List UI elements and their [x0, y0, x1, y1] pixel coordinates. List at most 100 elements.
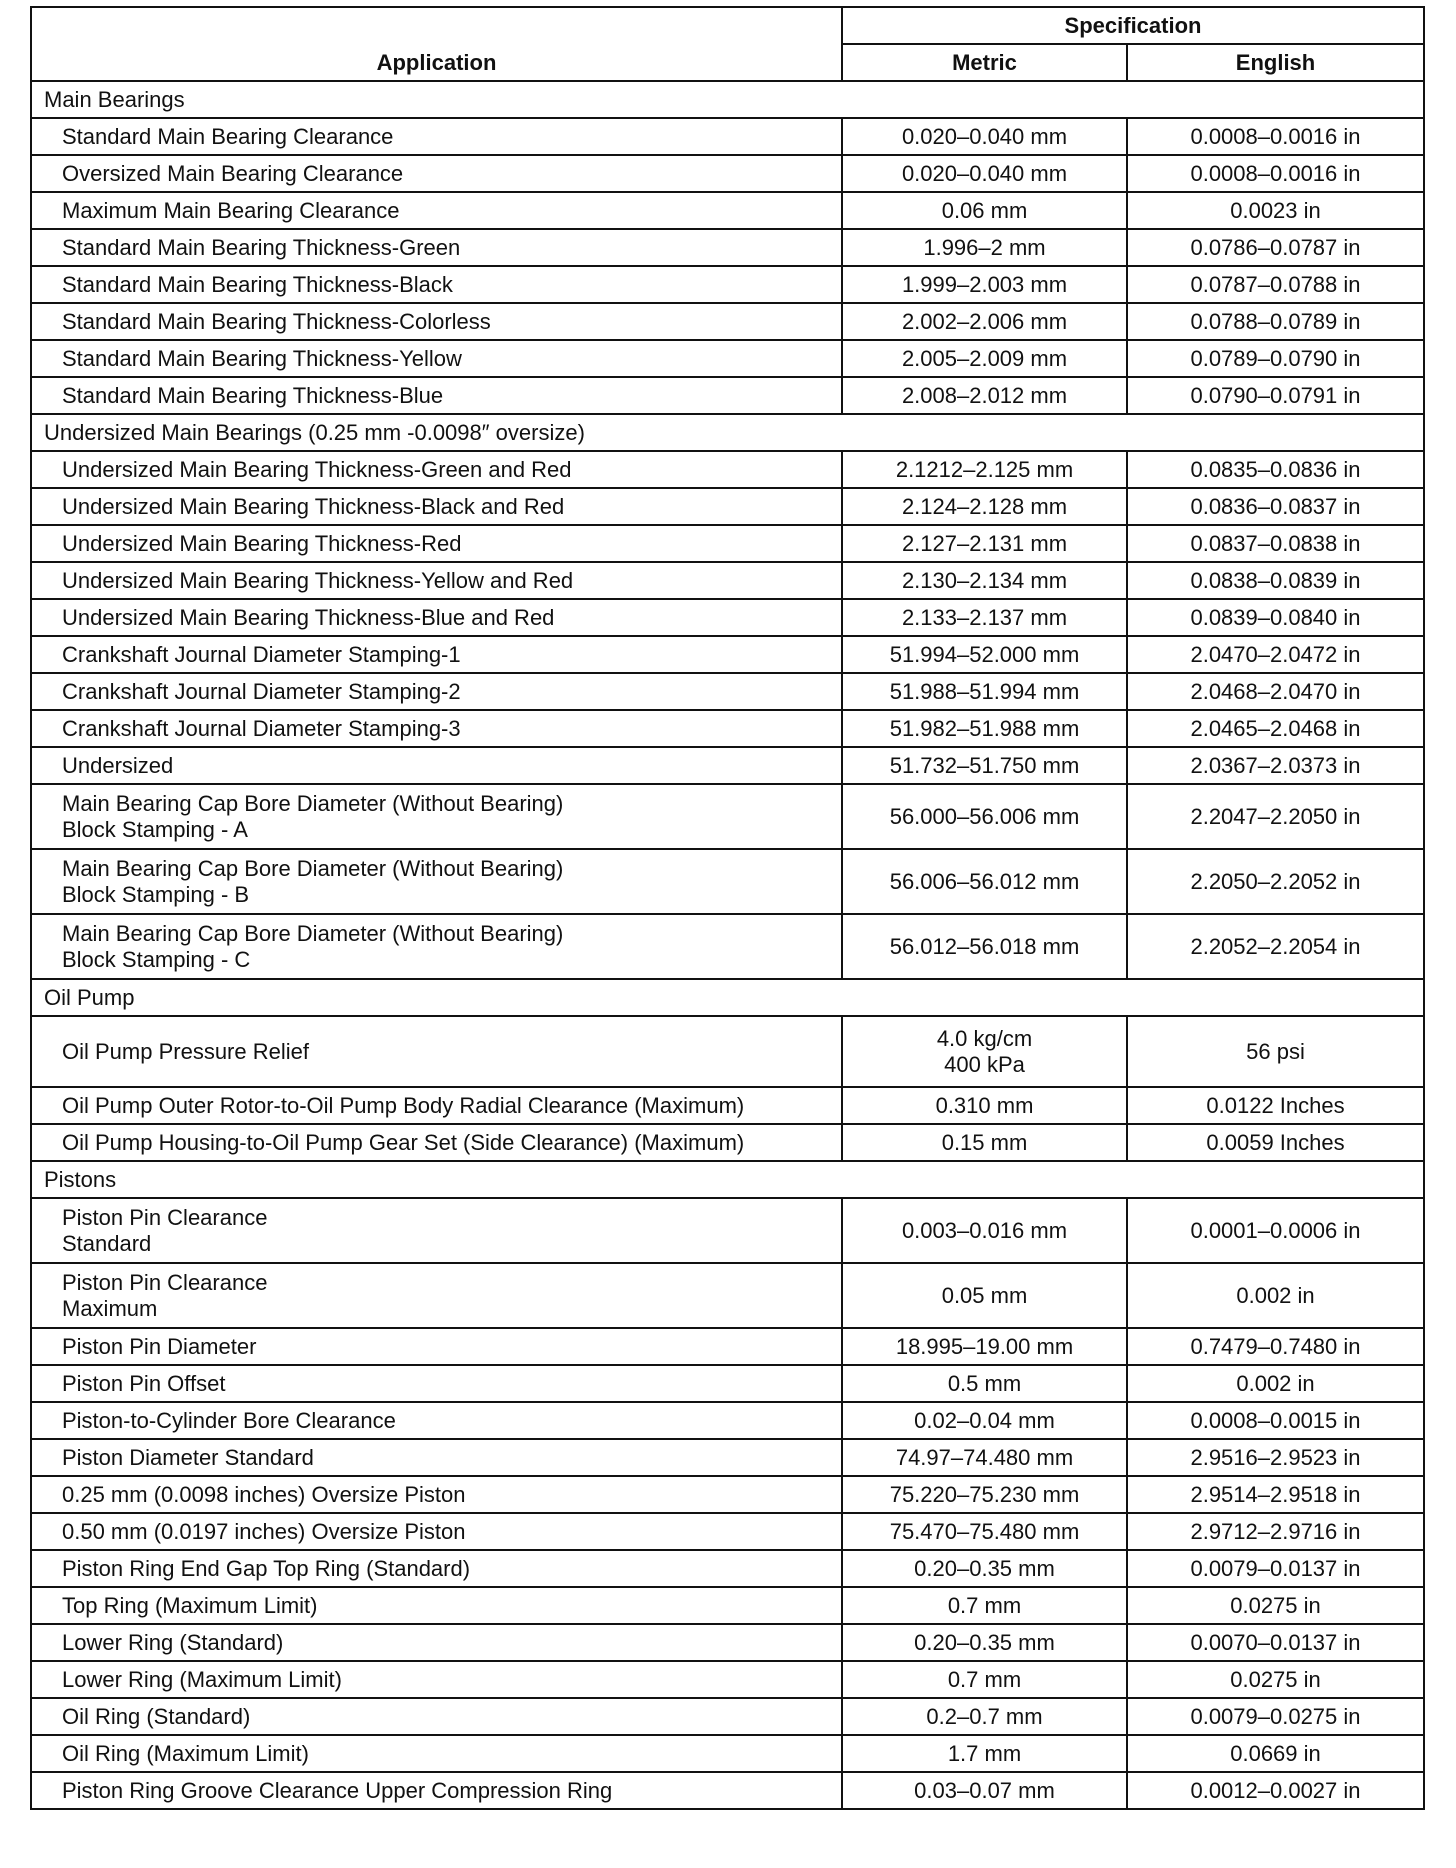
metric-cell: 56.012–56.018 mm — [841, 913, 1128, 980]
application-text: Maximum Main Bearing Clearance — [62, 197, 400, 223]
application-cell: Oil Pump Outer Rotor-to-Oil Pump Body Ra… — [30, 1086, 843, 1125]
metric-cell: 51.732–51.750 mm — [841, 746, 1128, 785]
application-cell: Piston Ring Groove Clearance Upper Compr… — [30, 1771, 843, 1810]
metric-text: 0.2–0.7 mm — [926, 1703, 1043, 1729]
english-cell: 0.0008–0.0016 in — [1125, 117, 1426, 156]
table-row: Lower Ring (Standard) 0.20–0.35 mm 0.0070–… — [30, 1623, 1426, 1662]
application-text: Undersized Main Bearing Thickness-Black … — [62, 493, 565, 519]
application-text: Piston Diameter Standard — [62, 1444, 314, 1470]
metric-cell: 0.5 mm — [841, 1364, 1128, 1403]
table-row: Lower Ring (Maximum Limit) 0.7 mm 0.0275 i… — [30, 1660, 1426, 1699]
application-cell: Lower Ring (Maximum Limit) — [30, 1660, 843, 1699]
metric-text: 2.133–2.137 mm — [901, 604, 1068, 630]
application-cell: Oil Ring (Standard) — [30, 1697, 843, 1736]
english-cell: 0.0275 in — [1125, 1660, 1426, 1699]
table-row: Standard Main Bearing Thickness-Colorles… — [30, 302, 1426, 341]
application-text: Main Bearing Cap Bore Diameter (Without … — [62, 790, 564, 816]
table-row: Top Ring (Maximum Limit) 0.7 mm 0.0275 in — [30, 1586, 1426, 1625]
application-text: Piston Pin Clearance — [62, 1269, 268, 1295]
section-title: Oil Pump — [29, 978, 1426, 1017]
application-cell: Piston Pin Diameter — [30, 1327, 843, 1366]
metric-header: Metric — [841, 43, 1128, 82]
section-row: Pistons — [29, 1160, 1426, 1199]
english-cell: 0.0787–0.0788 in — [1125, 265, 1426, 304]
application-cell: Standard Main Bearing Thickness-Black — [30, 265, 843, 304]
table-row: 0.25 mm (0.0098 inches) Oversize Piston 7… — [30, 1475, 1426, 1514]
metric-text: 0.310 mm — [935, 1092, 1034, 1118]
english-cell: 0.0008–0.0016 in — [1125, 154, 1426, 193]
application-cell: Undersized Main Bearing Thickness-Green … — [30, 450, 843, 489]
application-text: Top Ring (Maximum Limit) — [62, 1592, 318, 1618]
application-cell: Undersized Main Bearing Thickness-Black … — [30, 487, 843, 526]
section-row: Oil Pump — [29, 978, 1426, 1017]
english-cell: 0.0079–0.0275 in — [1125, 1697, 1426, 1736]
application-subtext: Block Stamping - B — [62, 881, 250, 907]
application-cell: 0.50 mm (0.0197 inches) Oversize Piston — [30, 1512, 843, 1551]
application-text: Main Bearing Cap Bore Diameter (Without … — [62, 920, 564, 946]
metric-text: 2.1212–2.125 mm — [895, 456, 1074, 482]
table-row: 0.50 mm (0.0197 inches) Oversize Piston 7… — [30, 1512, 1426, 1551]
table-row: Main Bearing Cap Bore Diameter (Without … — [30, 783, 1426, 850]
metric-cell: 2.133–2.137 mm — [841, 598, 1128, 637]
metric-cell: 1.996–2 mm — [841, 228, 1128, 267]
section-row: Undersized Main Bearings (0.25 mm -0.009… — [29, 413, 1426, 452]
metric-cell: 51.988–51.994 mm — [841, 672, 1128, 711]
metric-text: 56.012–56.018 mm — [889, 933, 1080, 959]
metric-cell: 51.994–52.000 mm — [841, 635, 1128, 674]
application-cell: Main Bearing Cap Bore Diameter (Without … — [30, 783, 843, 850]
english-cell: 0.0838–0.0839 in — [1125, 561, 1426, 600]
english-cell: 0.0790–0.0791 in — [1125, 376, 1426, 415]
table-row: Standard Main Bearing Thickness-Green 1.9… — [30, 228, 1426, 267]
metric-cell: 75.220–75.230 mm — [841, 1475, 1128, 1514]
table-row: Undersized Main Bearing Thickness-Green … — [30, 450, 1426, 489]
application-text: Piston Ring End Gap Top Ring (Standard) — [62, 1555, 471, 1581]
english-cell: 0.0789–0.0790 in — [1125, 339, 1426, 378]
metric-cell: 56.006–56.012 mm — [841, 848, 1128, 915]
table-body: Main Bearings Standard Main Bearing Clear… — [29, 80, 1426, 1810]
metric-cell: 2.008–2.012 mm — [841, 376, 1128, 415]
english-cell: 0.0839–0.0840 in — [1125, 598, 1426, 637]
metric-text: 0.20–0.35 mm — [914, 1555, 1055, 1581]
metric-cell: 18.995–19.00 mm — [841, 1327, 1128, 1366]
metric-cell: 51.982–51.988 mm — [841, 709, 1128, 748]
table-row: Crankshaft Journal Diameter Stamping-2 51… — [30, 672, 1426, 711]
table-row: Crankshaft Journal Diameter Stamping-3 51… — [30, 709, 1426, 748]
metric-text: 0.020–0.040 mm — [901, 160, 1068, 186]
application-text: Standard Main Bearing Thickness-Green — [62, 234, 461, 260]
metric-cell: 0.05 mm — [841, 1262, 1128, 1329]
table-row: Piston Ring Groove Clearance Upper Compr… — [30, 1771, 1426, 1810]
application-cell: Crankshaft Journal Diameter Stamping-1 — [30, 635, 843, 674]
application-text: Piston Pin Clearance — [62, 1204, 268, 1230]
metric-text: 0.02–0.04 mm — [914, 1407, 1055, 1433]
application-cell: Piston Pin Clearance Standard — [30, 1197, 843, 1264]
metric-text: 51.732–51.750 mm — [889, 752, 1080, 778]
application-cell: Oil Ring (Maximum Limit) — [30, 1734, 843, 1773]
application-text: Crankshaft Journal Diameter Stamping-1 — [62, 641, 461, 667]
metric-cell: 0.2–0.7 mm — [841, 1697, 1128, 1736]
metric-text: 75.220–75.230 mm — [889, 1481, 1080, 1507]
metric-cell: 1.7 mm — [841, 1734, 1128, 1773]
metric-text: 0.03–0.07 mm — [914, 1777, 1055, 1803]
metric-cell: 0.06 mm — [841, 191, 1128, 230]
table-row: Standard Main Bearing Clearance 0.020–0.0… — [30, 117, 1426, 156]
table-row: Undersized Main Bearing Thickness-Red 2.1… — [30, 524, 1426, 563]
metric-text: 0.7 mm — [947, 1592, 1022, 1618]
metric-text: 2.008–2.012 mm — [901, 382, 1068, 408]
metric-text: 75.470–75.480 mm — [889, 1518, 1080, 1544]
application-cell: Oversized Main Bearing Clearance — [30, 154, 843, 193]
metric-text: 51.994–52.000 mm — [889, 641, 1080, 667]
metric-cell: 0.310 mm — [841, 1086, 1128, 1125]
application-cell: Standard Main Bearing Thickness-Colorles… — [30, 302, 843, 341]
metric-text: 56.006–56.012 mm — [889, 868, 1080, 894]
table-row: Standard Main Bearing Thickness-Blue 2.00… — [30, 376, 1426, 415]
metric-cell: 0.003–0.016 mm — [841, 1197, 1128, 1264]
application-text: 0.50 mm (0.0197 inches) Oversize Piston — [62, 1518, 466, 1544]
english-cell: 0.0669 in — [1125, 1734, 1426, 1773]
application-cell: Piston Ring End Gap Top Ring (Standard) — [30, 1549, 843, 1588]
application-text: Oversized Main Bearing Clearance — [62, 160, 404, 186]
metric-cell: 1.999–2.003 mm — [841, 265, 1128, 304]
section-row: Main Bearings — [29, 80, 1426, 119]
metric-cell: 2.124–2.128 mm — [841, 487, 1128, 526]
table-row: Oil Pump Housing-to-Oil Pump Gear Set (S… — [30, 1123, 1426, 1162]
english-cell: 0.0023 in — [1125, 191, 1426, 230]
